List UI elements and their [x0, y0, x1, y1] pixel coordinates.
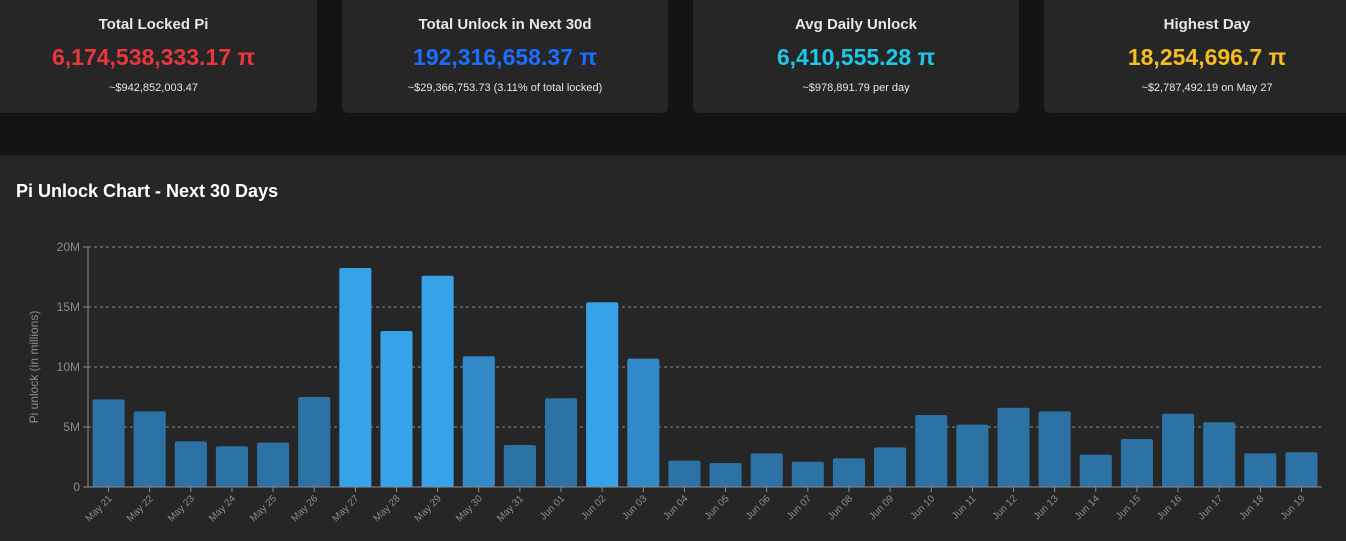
bar: [956, 424, 989, 487]
x-tick-label: Jun 10: [908, 493, 937, 522]
x-tick-label: Jun 09: [867, 493, 896, 522]
bar: [1203, 422, 1236, 487]
bar: [544, 398, 578, 487]
x-tick-label: Jun 15: [1114, 493, 1143, 522]
bar: [92, 399, 125, 487]
bar: [1038, 411, 1071, 487]
chart-title: Pi Unlock Chart - Next 30 Days: [16, 181, 279, 201]
bar: [1079, 454, 1112, 487]
bar: [997, 407, 1030, 487]
bar: [133, 411, 166, 487]
bar: [174, 441, 207, 487]
y-tick-label: 10M: [57, 360, 80, 374]
bar: [380, 331, 413, 487]
bar: [791, 461, 824, 487]
x-tick-label: Jun 19: [1279, 493, 1308, 522]
x-tick-label: May 27: [331, 493, 362, 524]
bar: [1161, 413, 1195, 487]
card-subtext: ~$29,366,753.73 (3.11% of total locked): [407, 82, 603, 94]
card-subtext: ~$2,787,492.19 on May 27: [1141, 82, 1273, 94]
bar: [339, 268, 372, 487]
bar: [503, 445, 536, 487]
bar: [298, 397, 331, 487]
card-title: Avg Daily Unlock: [795, 16, 917, 33]
card-unlock-30d: Total Unlock in Next 30d 192,316,658.37 …: [342, 0, 668, 113]
x-tick-label: Jun 03: [620, 493, 649, 522]
card-subtext: ~$942,852,003.47: [108, 82, 198, 94]
card-value: 6,410,555.28 π: [776, 44, 936, 70]
x-tick-label: Jun 18: [1237, 493, 1266, 522]
bar: [709, 463, 742, 487]
x-tick-label: Jun 01: [538, 493, 567, 522]
bar: [1244, 453, 1277, 487]
bar: [1285, 452, 1318, 487]
bar: [421, 275, 454, 487]
card-title: Total Locked Pi: [98, 16, 209, 33]
y-axis-label: Pi unlock (in millions): [27, 311, 41, 424]
x-tick-label: Jun 11: [950, 493, 979, 522]
x-tick-label: May 21: [84, 493, 115, 524]
bar: [586, 302, 619, 487]
x-tick-label: Jun 02: [579, 493, 608, 522]
card-title: Total Unlock in Next 30d: [418, 16, 592, 33]
x-tick-label: May 24: [207, 493, 238, 524]
y-tick-label: 20M: [57, 240, 80, 254]
x-tick-label: May 28: [372, 493, 403, 524]
x-tick-label: May 22: [125, 493, 156, 524]
x-tick-label: May 30: [454, 493, 485, 524]
x-tick-label: Jun 12: [991, 493, 1020, 522]
x-tick-label: Jun 17: [1196, 493, 1225, 522]
bar: [915, 415, 948, 487]
card-value: 18,254,696.7 π: [1127, 44, 1287, 70]
x-tick-label: Jun 07: [785, 493, 814, 522]
bar: [627, 358, 660, 487]
x-tick-label: Jun 05: [703, 493, 732, 522]
card-subtext: ~$978,891.79 per day: [802, 82, 910, 94]
bar: [668, 460, 701, 487]
chart-panel: Pi Unlock Chart - Next 30 Days 0 5M 10M 15M…: [0, 155, 1346, 541]
x-tick-label: May 31: [495, 493, 526, 524]
bar: [215, 446, 249, 487]
x-tick-label: May 25: [248, 493, 279, 524]
bar: [257, 442, 290, 487]
card-avg-daily: Avg Daily Unlock 6,410,555.28 π ~$978,89…: [693, 0, 1019, 113]
card-value: 6,174,538,333.17 π: [51, 44, 256, 70]
bar: [462, 356, 495, 487]
x-tick-label: Jun 16: [1155, 493, 1184, 522]
x-tick-label: May 26: [289, 493, 320, 524]
y-tick-label: 15M: [57, 300, 80, 314]
x-tick-label: Jun 13: [1032, 493, 1061, 522]
x-tick-label: Jun 04: [662, 493, 691, 522]
x-tick-label: Jun 14: [1073, 493, 1102, 522]
card-highest-day: Highest Day 18,254,696.7 π ~$2,787,492.1…: [1044, 0, 1346, 113]
summary-cards: Total Locked Pi 6,174,538,333.17 π ~$942…: [0, 0, 1346, 113]
x-tick-label: Jun 08: [826, 493, 855, 522]
bar: [1120, 439, 1153, 487]
card-title: Highest Day: [1163, 16, 1251, 33]
bar: [750, 453, 783, 487]
y-tick-label: 0: [73, 480, 80, 494]
x-tick-label: May 23: [166, 493, 197, 524]
y-tick-label: 5M: [63, 420, 80, 434]
bar: [832, 458, 866, 487]
unlock-bar-chart: 0 5M 10M 15M 20M May 21 May 22 May 23 May 24 May …: [27, 240, 1322, 524]
card-total-locked: Total Locked Pi 6,174,538,333.17 π ~$942…: [0, 0, 317, 113]
x-tick-label: Jun 06: [744, 493, 773, 522]
bar: [874, 447, 907, 487]
x-tick-label: May 29: [413, 493, 444, 524]
card-value: 192,316,658.37 π: [413, 44, 597, 70]
